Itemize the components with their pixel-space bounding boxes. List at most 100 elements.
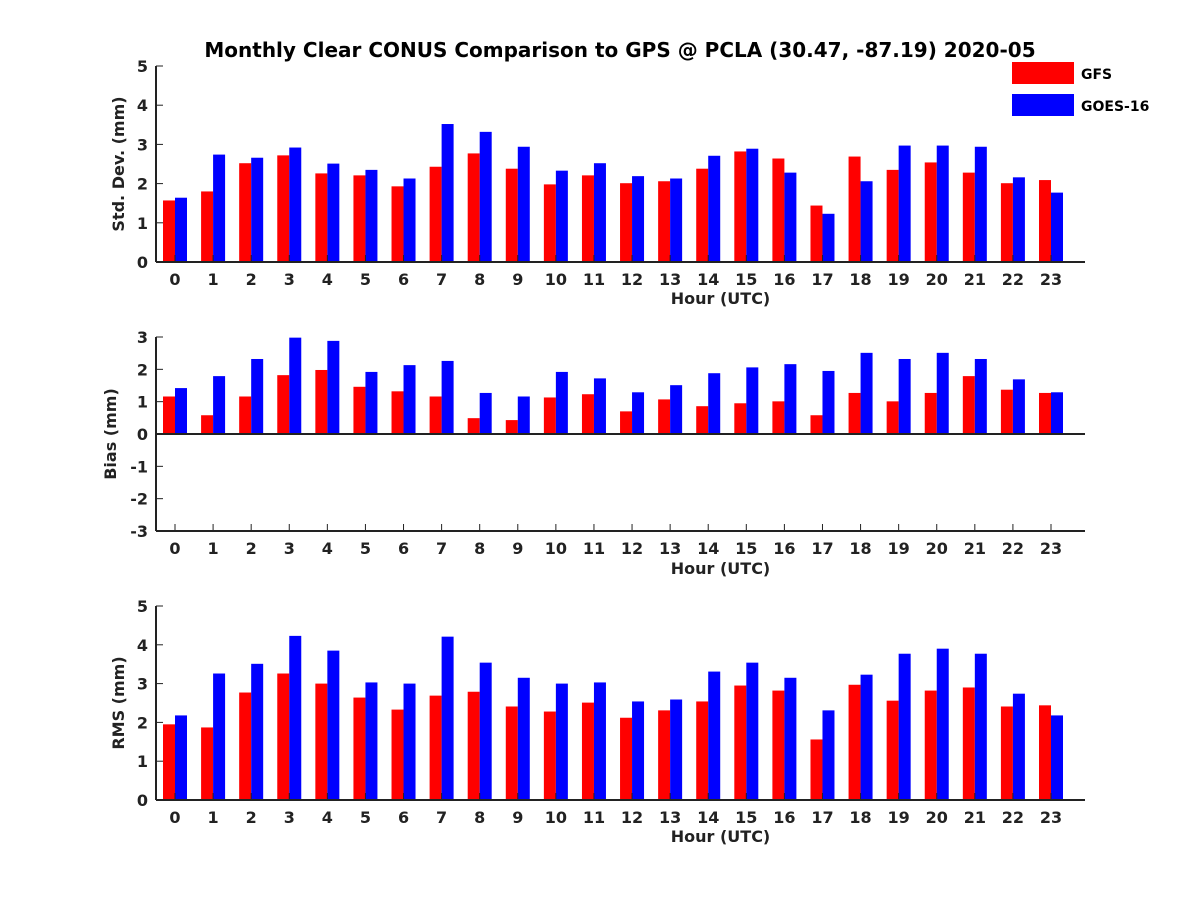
bar-gfs-hour-21 <box>962 687 975 800</box>
bar-gfs-hour-19 <box>886 169 899 262</box>
x-tick-label: 19 <box>888 270 910 289</box>
y-tick-label: 1 <box>137 214 148 233</box>
y-tick-label: -1 <box>130 457 148 476</box>
x-tick-label: 23 <box>1040 808 1062 827</box>
bar-goes16-hour-16 <box>784 677 797 800</box>
x-tick-label: 4 <box>322 270 333 289</box>
x-tick-label: 16 <box>773 808 795 827</box>
bar-goes16-hour-1 <box>213 154 226 262</box>
bar-gfs-hour-12 <box>620 717 633 800</box>
x-tick-label: 11 <box>583 808 605 827</box>
x-tick-label: 3 <box>284 539 295 558</box>
y-tick-label: 1 <box>137 393 148 412</box>
bar-gfs-hour-5 <box>353 697 366 800</box>
bar-goes16-hour-21 <box>974 358 987 434</box>
x-tick-label: 0 <box>169 808 180 827</box>
x-tick-label: 1 <box>208 808 219 827</box>
bar-goes16-hour-19 <box>898 145 911 262</box>
y-tick-label: 3 <box>137 328 148 347</box>
x-tick-label: 20 <box>926 808 948 827</box>
y-tick-label: 0 <box>137 791 148 810</box>
x-tick-label: 9 <box>512 539 523 558</box>
x-tick-label: 8 <box>474 539 485 558</box>
bar-gfs-hour-20 <box>924 690 937 800</box>
x-tick-label: 14 <box>697 270 719 289</box>
x-tick-label: 13 <box>659 808 681 827</box>
x-tick-label: 22 <box>1002 808 1024 827</box>
y-tick-label: -3 <box>130 522 148 541</box>
x-tick-label: 7 <box>436 539 447 558</box>
bar-goes16-hour-3 <box>289 635 302 800</box>
bar-gfs-hour-0 <box>163 724 175 800</box>
bar-gfs-hour-9 <box>505 706 518 800</box>
bar-goes16-hour-2 <box>251 663 264 800</box>
legend-swatch-goes16 <box>1012 94 1074 116</box>
bar-goes16-hour-13 <box>670 699 683 800</box>
bar-goes16-hour-21 <box>974 653 987 800</box>
x-tick-label: 8 <box>474 270 485 289</box>
bar-gfs-hour-14 <box>696 168 709 262</box>
bar-goes16-hour-0 <box>175 197 187 262</box>
x-tick-label: 0 <box>169 270 180 289</box>
x-tick-label: 13 <box>659 539 681 558</box>
bar-goes16-hour-19 <box>898 358 911 434</box>
bar-goes16-hour-7 <box>441 124 454 263</box>
y-tick-label: 2 <box>137 360 148 379</box>
bar-gfs-hour-8 <box>467 691 480 800</box>
x-tick-label: 1 <box>208 270 219 289</box>
x-tick-label: 4 <box>322 539 333 558</box>
y-tick-label: 5 <box>137 57 148 76</box>
bar-goes16-hour-11 <box>593 163 606 262</box>
bar-goes16-hour-19 <box>898 653 911 800</box>
bar-goes16-hour-1 <box>213 376 226 434</box>
x-tick-label: 13 <box>659 270 681 289</box>
x-tick-label: 9 <box>512 808 523 827</box>
bar-gfs-hour-14 <box>696 406 709 434</box>
x-tick-label: 9 <box>512 270 523 289</box>
bar-gfs-hour-16 <box>772 401 785 434</box>
legend-swatch-gfs <box>1012 62 1074 84</box>
x-tick-label: 21 <box>964 539 986 558</box>
bar-gfs-hour-11 <box>581 394 594 434</box>
bar-gfs-hour-12 <box>620 183 633 262</box>
bar-gfs-hour-10 <box>543 711 556 800</box>
bar-gfs-hour-1 <box>201 191 214 262</box>
bar-goes16-hour-10 <box>555 371 568 434</box>
x-tick-label: 2 <box>246 270 257 289</box>
bar-gfs-hour-8 <box>467 418 480 434</box>
x-tick-label: 19 <box>888 539 910 558</box>
bar-gfs-hour-21 <box>962 172 975 262</box>
bar-gfs-hour-19 <box>886 401 899 434</box>
bar-goes16-hour-17 <box>822 213 835 262</box>
y-tick-label: 4 <box>137 636 148 655</box>
bar-goes16-hour-2 <box>251 157 264 262</box>
bar-goes16-hour-12 <box>632 701 645 800</box>
bar-gfs-hour-17 <box>810 205 823 262</box>
y-tick-label: 0 <box>137 253 148 272</box>
bar-goes16-hour-16 <box>784 364 797 434</box>
bar-goes16-hour-14 <box>708 373 721 434</box>
x-tick-label: 2 <box>246 808 257 827</box>
bar-gfs-hour-3 <box>277 155 290 262</box>
x-tick-label: 16 <box>773 270 795 289</box>
bar-goes16-hour-8 <box>479 662 492 800</box>
bar-gfs-hour-4 <box>315 369 328 434</box>
bar-goes16-hour-13 <box>670 385 683 434</box>
y-tick-label: 2 <box>137 713 148 732</box>
x-tick-label: 5 <box>360 539 371 558</box>
bar-goes16-hour-6 <box>403 365 416 434</box>
bar-goes16-hour-14 <box>708 155 721 262</box>
x-tick-label: 7 <box>436 270 447 289</box>
bar-goes16-hour-15 <box>746 662 759 800</box>
x-tick-label: 12 <box>621 270 643 289</box>
x-tick-label: 12 <box>621 808 643 827</box>
bar-goes16-hour-5 <box>365 682 378 800</box>
x-tick-label: 6 <box>398 270 409 289</box>
bar-gfs-hour-0 <box>163 200 175 262</box>
x-tick-label: 6 <box>398 808 409 827</box>
bar-goes16-hour-21 <box>974 146 987 262</box>
bar-goes16-hour-11 <box>593 378 606 434</box>
bar-gfs-hour-10 <box>543 397 556 434</box>
bar-goes16-hour-3 <box>289 337 302 434</box>
